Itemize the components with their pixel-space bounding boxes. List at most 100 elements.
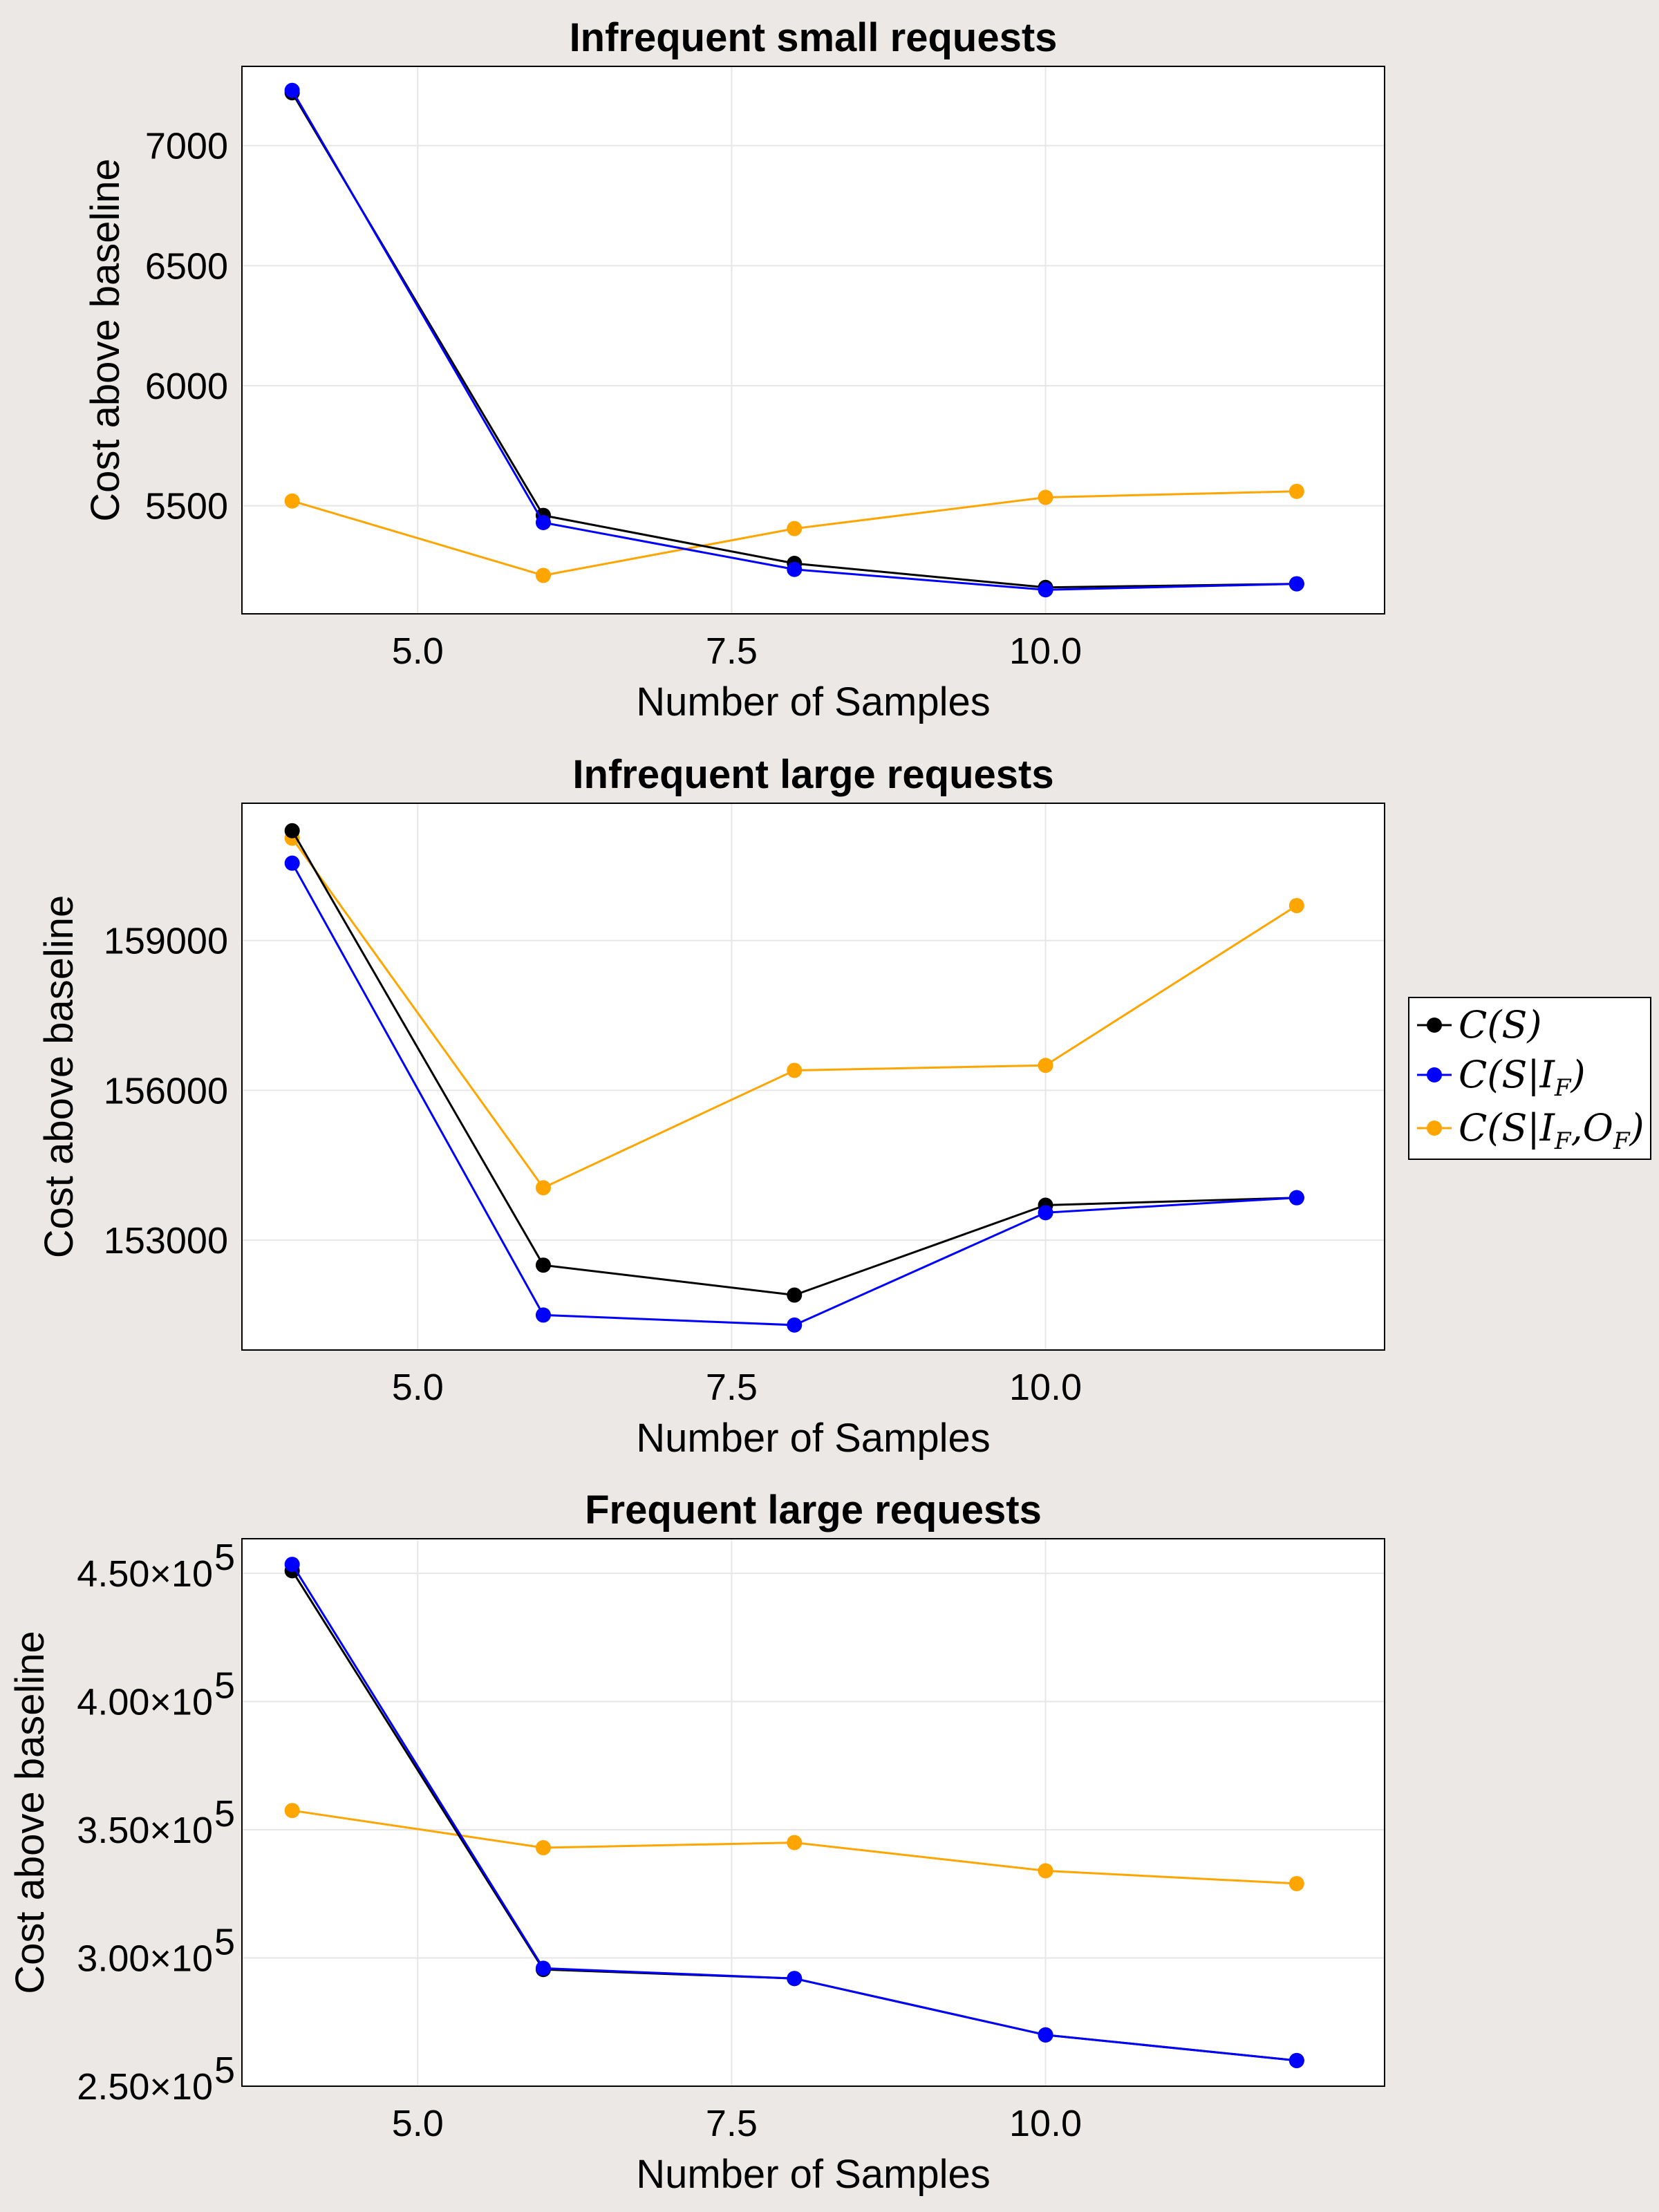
legend-entry-3: C(S|IF,OF)	[1417, 1106, 1644, 1155]
legend-text-cond: |I	[1527, 1106, 1555, 1150]
plot-area	[242, 66, 1385, 614]
y-tick-label: 7000	[145, 126, 228, 167]
x-tick-label: 10.0	[1009, 1367, 1082, 1408]
x-axis-label: Number of Samples	[636, 2152, 991, 2197]
data-point	[787, 1287, 803, 1303]
chart-panel-1: 5.0 7.5 10.0 5500 6000 6500 7000 Infrequent sma…	[83, 15, 1385, 724]
legend-label: C(S)	[1459, 1003, 1541, 1047]
y-tick-exponent: 5	[214, 1793, 235, 1835]
legend-label: C(S|IF)	[1459, 1053, 1586, 1102]
y-tick-label: 5500	[145, 486, 228, 527]
x-tick-label: 10.0	[1009, 2103, 1082, 2144]
x-tick-label: 7.5	[706, 2103, 758, 2144]
y-tick-label: 4.50×10	[77, 1553, 213, 1595]
data-point	[787, 521, 803, 536]
data-point	[1038, 1205, 1053, 1221]
data-point	[284, 82, 300, 98]
data-point	[535, 515, 551, 530]
data-point	[535, 1307, 551, 1323]
legend-marker	[1427, 1121, 1442, 1136]
plot-frame	[241, 1538, 1385, 2087]
data-point	[1038, 1863, 1053, 1879]
data-point	[1038, 1058, 1053, 1074]
data-point	[787, 561, 803, 577]
chart-title: Infrequent large requests	[572, 752, 1053, 797]
y-tick-label: 156000	[104, 1070, 228, 1112]
data-point	[535, 1840, 551, 1856]
legend-text-var: S	[1501, 1053, 1527, 1096]
data-point	[535, 568, 551, 583]
y-tick-label: 159000	[104, 921, 228, 962]
y-tick-label: 2.50×10	[77, 2066, 213, 2108]
data-point	[1288, 898, 1304, 914]
x-axis-label: Number of Samples	[636, 679, 991, 724]
y-axis-label: Cost above baseline	[8, 1631, 53, 1994]
chart-title: Frequent large requests	[585, 1488, 1042, 1533]
legend-text-var: S	[1501, 1003, 1527, 1047]
legend-text-fn: C(	[1459, 1053, 1503, 1096]
plot-frame	[241, 803, 1385, 1351]
data-point	[1038, 489, 1053, 505]
data-point	[284, 493, 300, 509]
x-tick-label: 7.5	[706, 630, 758, 672]
x-tick-label: 10.0	[1009, 630, 1082, 672]
y-axis-label: Cost above baseline	[37, 895, 82, 1259]
x-tick-label: 5.0	[392, 1367, 444, 1408]
data-point	[535, 1960, 551, 1976]
data-point	[787, 1835, 803, 1850]
data-point	[284, 823, 300, 838]
data-point	[284, 1557, 300, 1573]
y-axis-label: Cost above baseline	[83, 158, 128, 522]
legend-entry-2: C(S|IF)	[1417, 1053, 1586, 1102]
y-tick-exponent: 5	[214, 1665, 235, 1707]
legend-marker	[1427, 1018, 1442, 1033]
chart-panel-2: 5.0 7.5 10.0 153000 156000 159000 Infrequent l…	[37, 752, 1385, 1461]
data-point	[787, 1971, 803, 1987]
legend-text-close: )	[1526, 1003, 1541, 1047]
x-axis-label: Number of Samples	[636, 1416, 991, 1461]
y-tick-label: 3.00×10	[77, 1938, 213, 1980]
data-point	[1038, 582, 1053, 598]
data-point	[284, 1803, 300, 1819]
data-point	[1288, 1875, 1304, 1891]
data-point	[535, 1257, 551, 1273]
legend-text-cond2: ,O	[1571, 1106, 1613, 1150]
data-point	[1288, 2052, 1304, 2068]
legend: C(S)C(S|IF)C(S|IF,OF)	[1408, 997, 1651, 1160]
legend-text-fn: C(	[1459, 1003, 1503, 1047]
y-tick-label: 6000	[145, 366, 228, 407]
data-point	[787, 1062, 803, 1078]
legend-text-close: )	[1629, 1106, 1644, 1150]
y-tick-exponent: 5	[214, 2050, 235, 2091]
y-tick-label: 4.00×10	[77, 1682, 213, 1723]
legend-text-cond: |I	[1527, 1053, 1555, 1096]
legend-entry-1: C(S)	[1417, 1003, 1541, 1047]
chart-title: Infrequent small requests	[570, 15, 1058, 60]
y-tick-exponent: 5	[214, 1537, 235, 1578]
legend-text-sub: F	[1554, 1074, 1572, 1102]
y-tick-label: 6500	[145, 245, 228, 287]
y-tick-label: 3.50×10	[77, 1810, 213, 1851]
x-tick-label: 5.0	[392, 630, 444, 672]
plot-area	[242, 803, 1385, 1350]
x-tick-label: 5.0	[392, 2103, 444, 2144]
data-point	[787, 1317, 803, 1333]
plot-frame	[241, 66, 1385, 615]
x-tick-label: 7.5	[706, 1367, 758, 1408]
data-point	[284, 855, 300, 871]
legend-text-var: S	[1501, 1106, 1527, 1150]
data-point	[1288, 483, 1304, 499]
legend-text-sub: F	[1613, 1127, 1631, 1155]
data-point	[1038, 2027, 1053, 2043]
plot-area	[242, 1539, 1385, 2086]
chart-panel-3: 5.0 7.5 10.02.50×10 53.00×10 53.50×10 54.00×1…	[8, 1488, 1385, 2197]
data-point	[535, 1180, 551, 1196]
data-point	[1288, 576, 1304, 592]
legend-text-fn: C(	[1459, 1106, 1503, 1150]
legend-marker	[1427, 1067, 1442, 1082]
y-tick-label: 153000	[104, 1220, 228, 1262]
legend-text-close: )	[1571, 1053, 1586, 1096]
legend-label: C(S|IF,OF)	[1459, 1106, 1644, 1155]
y-tick-exponent: 5	[214, 1922, 235, 1963]
